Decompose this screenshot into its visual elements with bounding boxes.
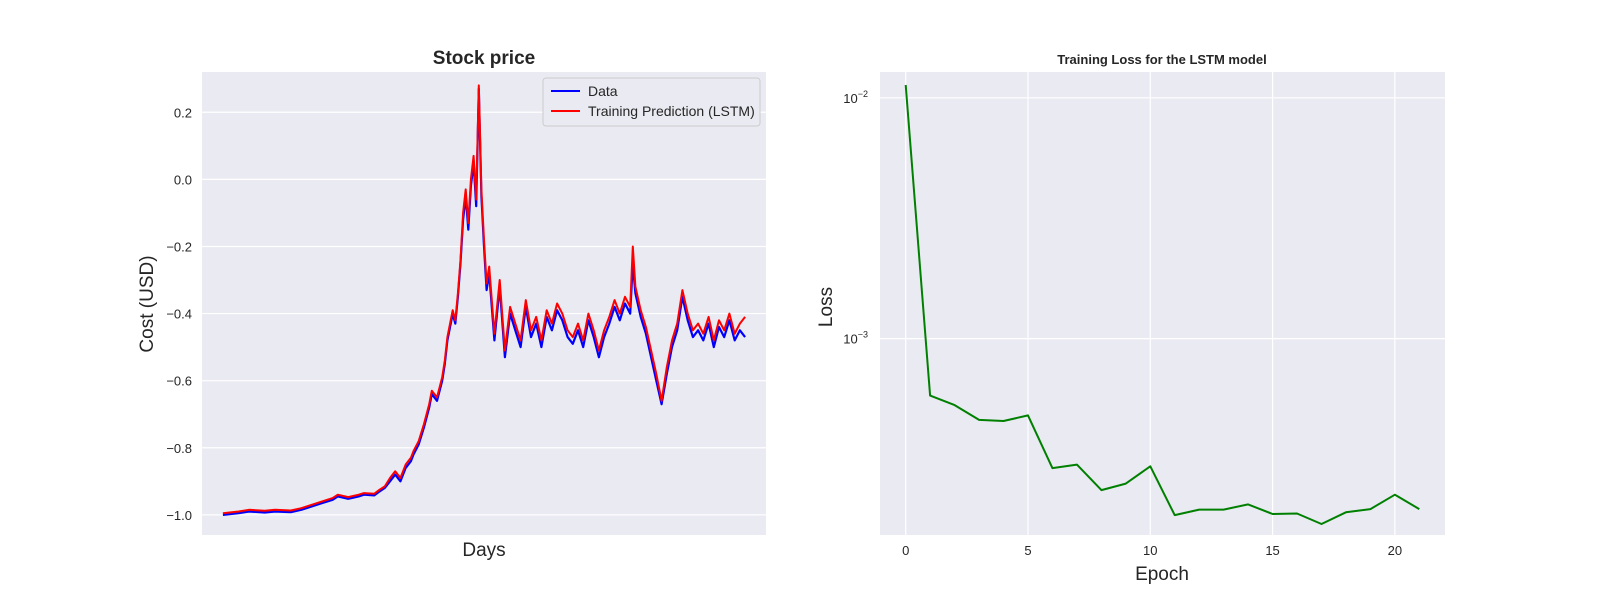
x-tick-labels: 0 5 10 15 20: [902, 543, 1402, 558]
x-tick-label: 15: [1265, 543, 1279, 558]
y-axis-label: Loss: [816, 287, 837, 327]
y-axis-label: Cost (USD): [137, 255, 158, 352]
legend-label-data: Data: [588, 83, 618, 99]
x-tick-label: 5: [1024, 543, 1031, 558]
y-tick-label: 0.0: [174, 172, 192, 187]
training-loss-chart: 0 5 10 15 20 10−3 10−2 Training Loss for the …: [816, 52, 1445, 585]
plot-area: [880, 72, 1445, 535]
y-tick-label: 10−2: [843, 89, 868, 106]
y-tick-label: −0.6: [166, 374, 192, 389]
y-tick-label: −0.2: [166, 239, 192, 254]
series-group: [222, 84, 746, 516]
chart-title: Training Loss for the LSTM model: [1057, 52, 1266, 67]
x-axis-label: Epoch: [1135, 564, 1189, 585]
y-tick-label: 10−3: [843, 330, 868, 347]
stock-price-chart: −1.0 −0.8 −0.6 −0.4 −0.2 0.0 0.2 Stock price D…: [137, 48, 766, 561]
legend-label-prediction: Training Prediction (LSTM): [588, 103, 755, 119]
legend: Data Training Prediction (LSTM): [542, 77, 761, 127]
y-tick-label: −0.8: [166, 441, 192, 456]
gridlines: [880, 72, 1445, 535]
chart-title: Stock price: [433, 48, 535, 69]
x-tick-label: 10: [1143, 543, 1157, 558]
legend-box: [542, 77, 761, 127]
y-tick-label: −1.0: [166, 508, 192, 523]
series-group: [904, 84, 1420, 525]
series-line-prediction: [222, 84, 746, 515]
y-tick-labels: −1.0 −0.8 −0.6 −0.4 −0.2 0.0 0.2: [166, 105, 192, 523]
x-tick-label: 0: [902, 543, 909, 558]
x-axis-label: Days: [462, 540, 505, 561]
y-tick-labels: 10−3 10−2: [843, 89, 868, 347]
series-line-loss: [904, 84, 1420, 525]
x-tick-label: 20: [1388, 543, 1402, 558]
y-tick-label: −0.4: [166, 307, 192, 322]
y-tick-label: 0.2: [174, 105, 192, 120]
plot-area: [202, 72, 766, 535]
